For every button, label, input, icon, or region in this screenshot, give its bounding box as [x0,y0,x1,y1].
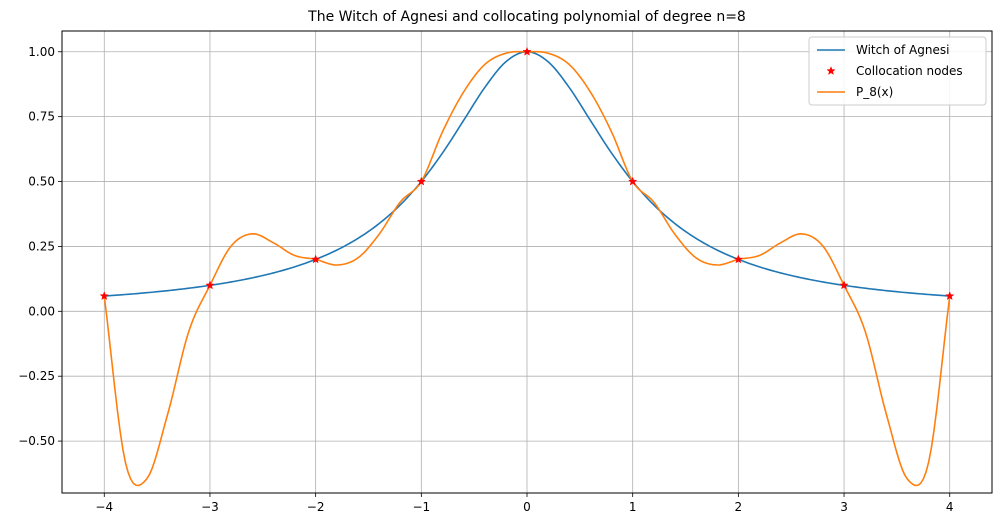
collocation-node-marker [945,291,955,301]
grid [62,31,992,493]
axes: −4 −3 −2 −1 0 1 2 3 4 −0.50 −0.25 0.00 0.25 0.50 0.75 1… [18,45,953,514]
collocation-node-marker [522,46,532,56]
series-layer [99,46,955,487]
x-tick-label: 4 [946,500,954,514]
chart-title: The Witch of Agnesi and collocating poly… [307,9,746,25]
y-tick-label: 0.25 [28,239,55,253]
y-tick-label: 0.00 [28,304,55,318]
x-tick-label: 3 [840,500,848,514]
x-tick-label: 2 [735,500,743,514]
collocation-node-marker [99,291,109,301]
legend-marker-collocation-nodes [826,66,836,75]
y-tick-label: −0.50 [18,434,55,448]
y-tick-label: 0.75 [28,110,55,124]
y-tick-label: 1.00 [28,45,55,59]
x-tick-label: 1 [629,500,637,514]
legend-label: Collocation nodes [856,64,963,78]
x-tick-label: −1 [412,500,430,514]
legend-label: P_8(x) [856,85,893,99]
legend: Witch of Agnesi Collocation nodes P_8(x) [808,36,987,106]
legend-box [808,36,987,106]
collocation-node-marker [733,254,744,264]
collocation-node-marker [628,176,638,186]
collocation-node-marker [205,280,215,290]
collocation-node-marker [416,176,426,186]
x-tick-label: −4 [95,500,113,514]
x-tick-label: −3 [201,500,219,514]
y-tick-label: −0.25 [18,369,55,383]
y-tick-label: 0.50 [28,175,55,189]
collocation-node-marker [839,280,849,290]
x-tick-label: 0 [523,500,531,514]
x-tick-label: −2 [307,500,325,514]
collocation-node-marker [310,254,321,264]
legend-label: Witch of Agnesi [856,43,949,57]
